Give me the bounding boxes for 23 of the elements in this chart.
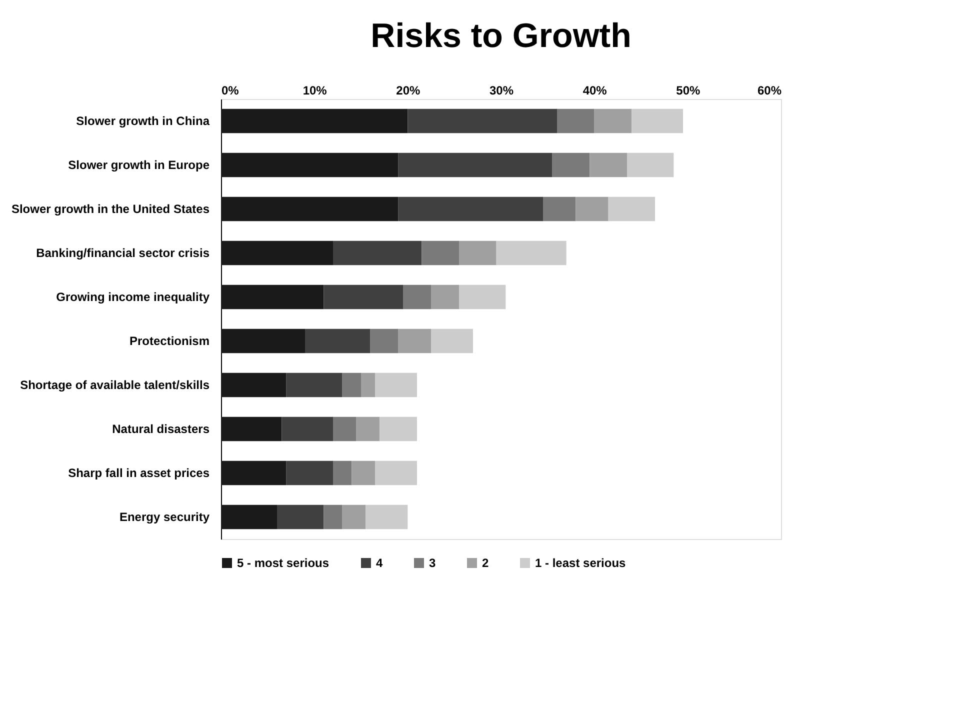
legend-label: 1 - least serious <box>535 556 626 570</box>
chart-title: Risks to Growth <box>370 17 632 55</box>
y-tick-label: Natural disasters <box>112 422 210 436</box>
y-tick-label: Shortage of available talent/skills <box>20 378 210 392</box>
y-tick-label: Banking/financial sector crisis <box>36 246 210 260</box>
y-tick-label: Protectionism <box>129 334 210 348</box>
x-tick-label: 40% <box>582 84 608 98</box>
y-tick-label: Sharp fall in asset prices <box>68 466 210 480</box>
x-tick-label: 0% <box>222 84 240 98</box>
legend-label: 2 <box>482 556 489 570</box>
y-tick-label: Slower growth in China <box>76 114 210 128</box>
y-tick-label: Growing income inequality <box>56 290 210 304</box>
x-tick-label: 20% <box>396 84 420 98</box>
x-tick-label: 50% <box>676 84 700 98</box>
legend-label: 4 <box>376 556 383 570</box>
y-tick-label: Slower growth in the United States <box>11 202 210 216</box>
x-tick-label: 60% <box>757 84 782 98</box>
x-tick-label: 30% <box>489 84 514 98</box>
y-tick-label: Energy security <box>119 510 210 524</box>
y-tick-label: Slower growth in Europe <box>68 158 210 172</box>
legend-label: 3 <box>429 556 436 570</box>
x-tick-label: 10% <box>302 84 328 98</box>
legend-label: 5 - most serious <box>237 556 330 570</box>
